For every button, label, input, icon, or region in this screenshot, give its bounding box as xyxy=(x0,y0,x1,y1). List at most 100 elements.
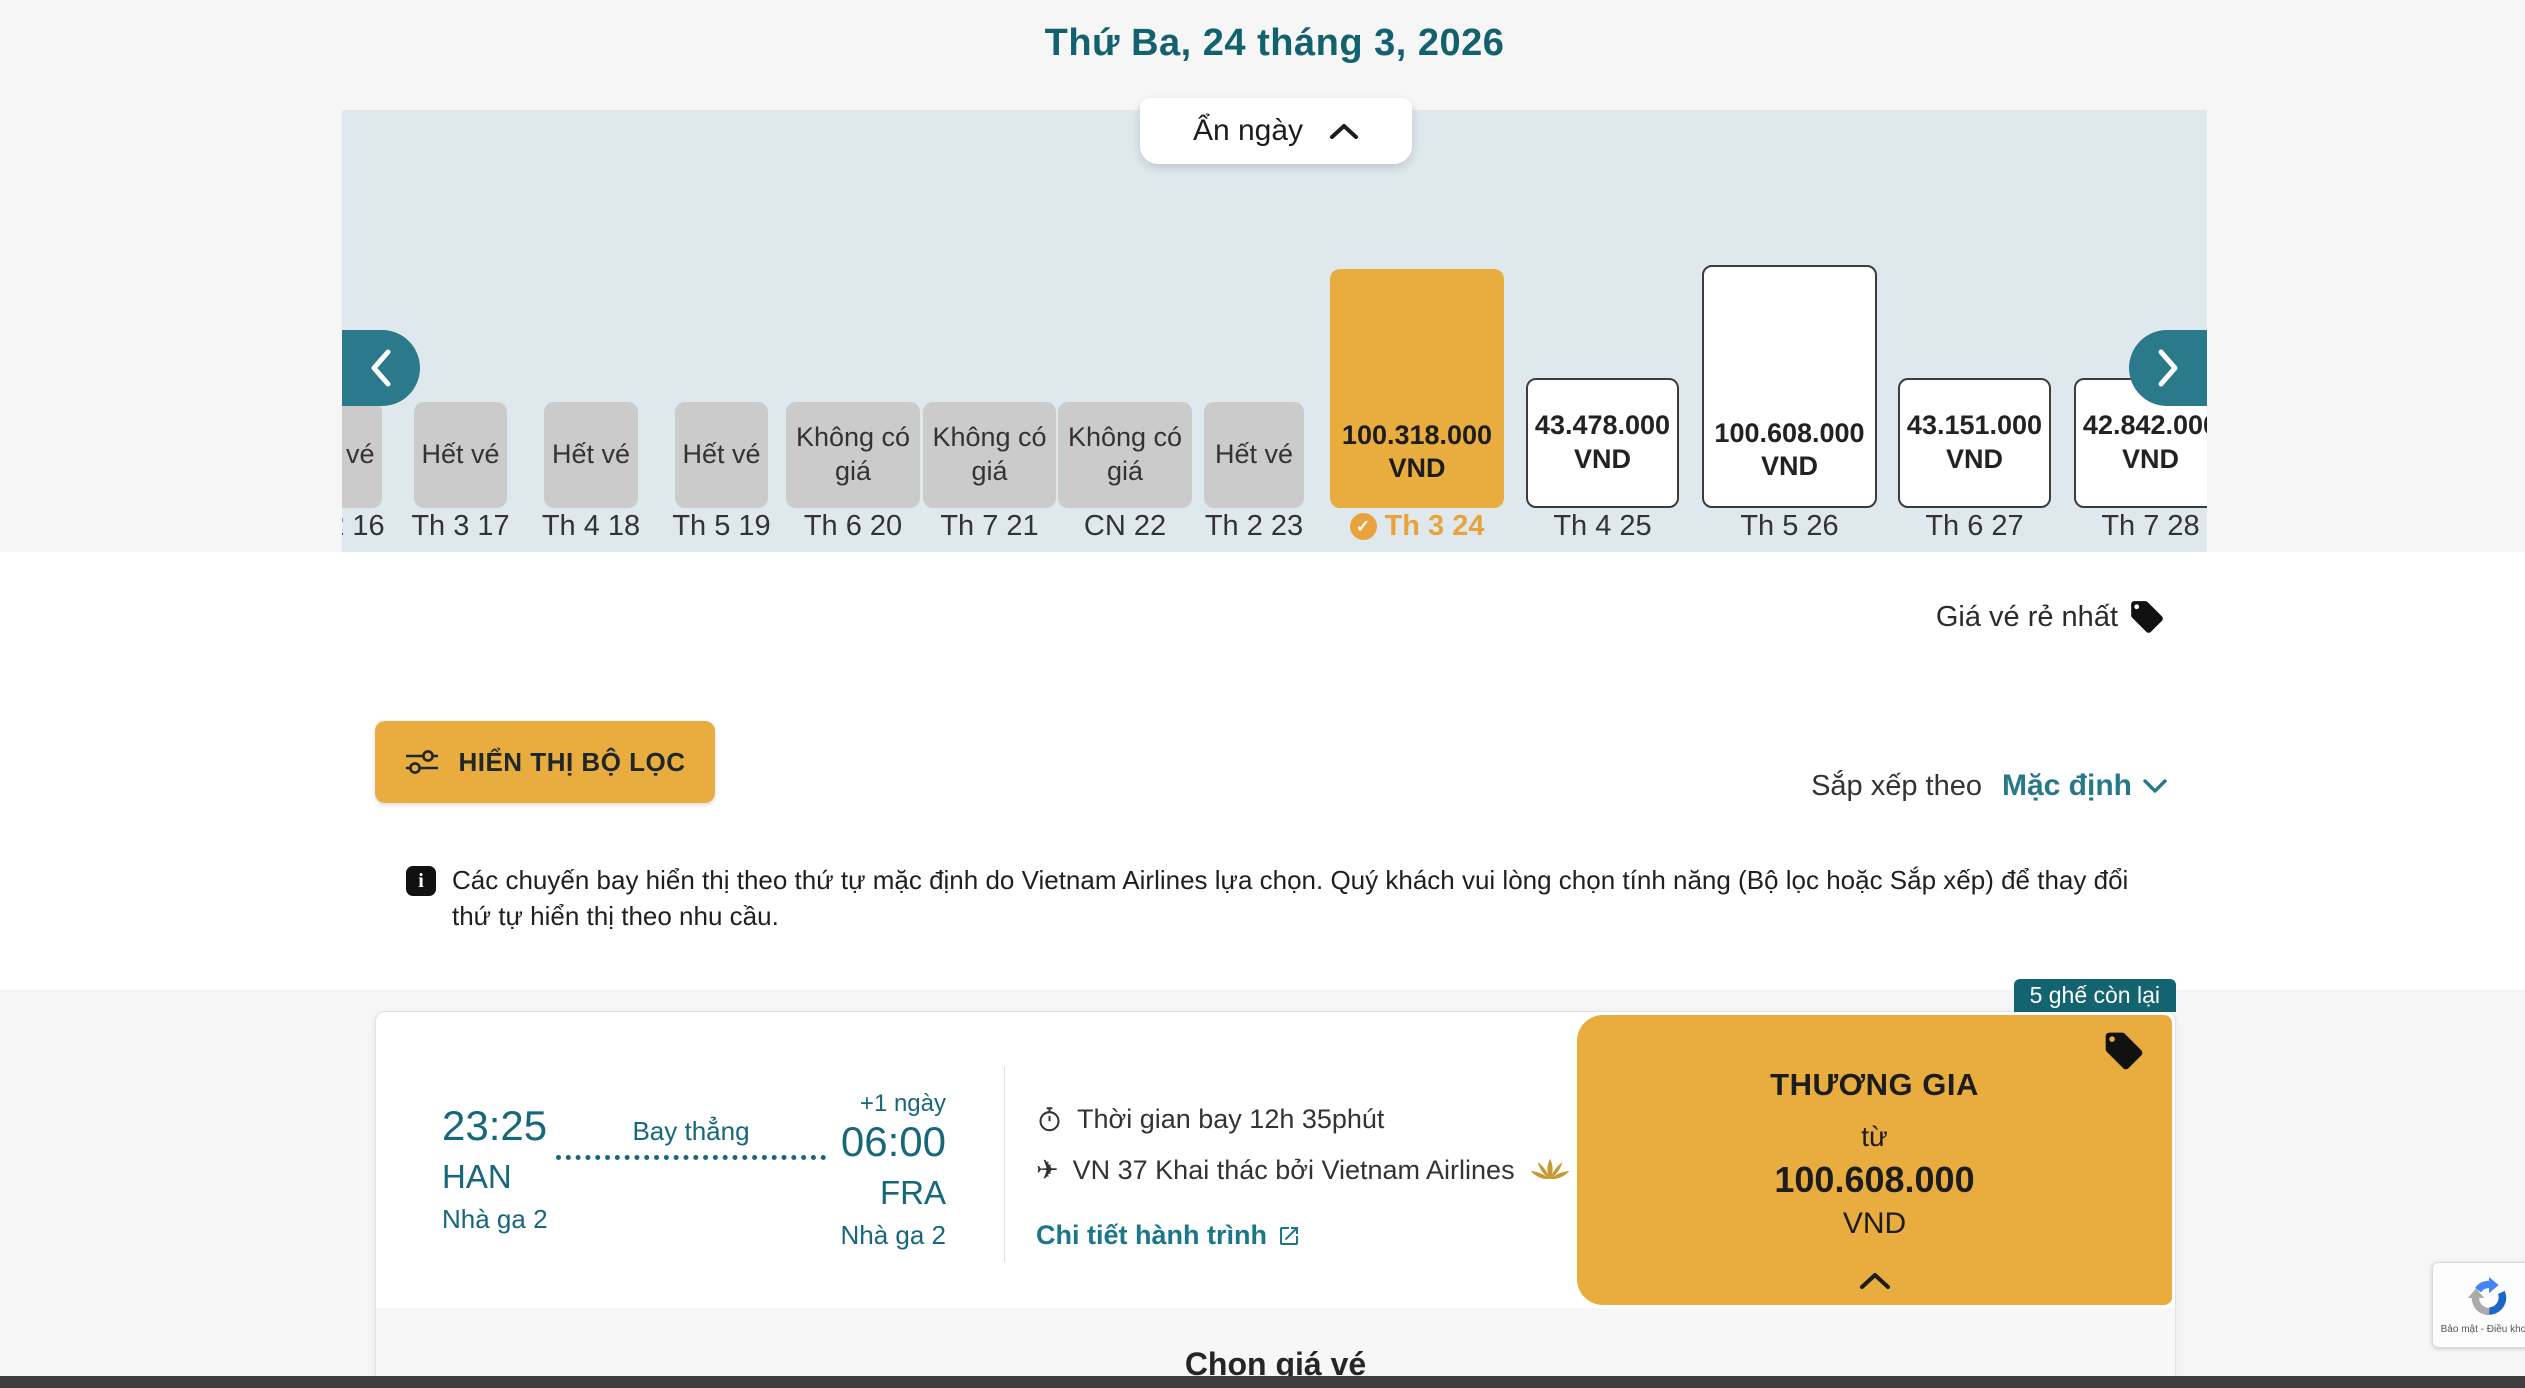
bottom-bar xyxy=(0,1376,2525,1388)
day-card-slot: Hết vé Th 5 19 xyxy=(672,110,771,552)
show-filters-button[interactable]: HIỂN THỊ BỘ LỌC xyxy=(375,721,715,803)
day-card[interactable]: Hết vé xyxy=(544,402,638,508)
day-card-label: Không có giá xyxy=(1067,422,1183,486)
fare-panel-business[interactable]: THƯƠNG GIA từ 100.608.000 VND xyxy=(1577,1015,2172,1305)
departure-time: 23:25 xyxy=(442,1102,548,1149)
route-block: Bay thẳng xyxy=(556,1116,826,1160)
chevron-right-icon xyxy=(2158,349,2178,387)
date-price-carousel: Hết vé Th 2 16 Hết vé Th 3 17 Hết vé Th … xyxy=(342,110,2207,552)
itinerary-details-label: Chi tiết hành trình xyxy=(1036,1220,1267,1250)
page-title: Thứ Ba, 24 tháng 3, 2026 xyxy=(1044,22,1505,64)
day-card-date: Th 7 21 xyxy=(940,510,1039,542)
day-card[interactable]: Hết vé xyxy=(675,402,768,508)
day-card-slot: Không có giá Th 6 20 xyxy=(786,110,920,552)
sort-value-label: Mặc định xyxy=(2001,769,2132,802)
day-card-label: Không có giá xyxy=(795,422,911,486)
plane-icon: ✈ xyxy=(1036,1155,1059,1185)
arrival-block: +1 ngày 06:00 FRA Nhà ga 2 xyxy=(816,1090,946,1251)
day-card[interactable]: 100.608.000 VND xyxy=(1702,265,1877,508)
day-card[interactable]: 43.151.000 VND xyxy=(1898,378,2051,508)
fare-price: 100.608.000 xyxy=(1774,1159,1975,1200)
carousel-next-button[interactable] xyxy=(2129,330,2207,406)
info-icon: i xyxy=(406,866,436,896)
day-card-label: 100.608.000 VND xyxy=(1714,417,1865,482)
carousel-prev-button[interactable] xyxy=(342,330,420,406)
day-card-date-selected: ✓ Th 3 24 xyxy=(1330,510,1504,543)
day-card-label: 100.318.000 VND xyxy=(1341,419,1493,484)
cheapest-fare-legend: Giá vé rẻ nhất xyxy=(1936,598,2166,636)
external-link-icon xyxy=(1279,1226,1298,1245)
day-card-date: Th 4 18 xyxy=(541,510,641,542)
recaptcha-badge[interactable]: Bảo mật - Điều khoản xyxy=(2432,1262,2525,1348)
chevron-up-icon xyxy=(1330,124,1359,139)
day-card-slot: 100.608.000 VND Th 5 26 xyxy=(1702,110,1877,552)
day-card-label: Không có giá xyxy=(932,422,1047,486)
day-card-date: CN 22 xyxy=(1083,510,1167,542)
day-card-label: Hết vé xyxy=(421,439,500,470)
stopwatch-icon xyxy=(1039,1107,1060,1132)
day-card[interactable]: Không có giá xyxy=(1058,402,1192,508)
vertical-divider xyxy=(1004,1067,1005,1262)
filter-sliders-icon xyxy=(406,750,439,774)
day-card-slot: Hết vé Th 4 18 xyxy=(541,110,641,552)
sort-by-label: Sắp xếp theo xyxy=(1811,769,1982,802)
day-card-slot: 43.151.000 VND Th 6 27 xyxy=(1898,110,2051,552)
stops-label: Bay thẳng xyxy=(632,1116,750,1146)
day-card-date: Th 2 23 xyxy=(1204,510,1304,542)
chevron-down-icon xyxy=(2143,779,2167,793)
flight-number-text: VN 37 Khai thác bởi Vietnam Airlines xyxy=(1072,1155,1515,1185)
day-card-label: Hết vé xyxy=(1214,439,1294,470)
day-card[interactable]: Không có giá xyxy=(923,402,1056,508)
day-card-slot: Hết vé Th 2 23 xyxy=(1204,110,1304,552)
day-card-date: Th 7 28 xyxy=(2101,510,2200,542)
day-card-label: Hết vé xyxy=(551,439,631,470)
departure-airport: HAN xyxy=(442,1158,512,1196)
sort-value-dropdown[interactable]: Mặc định xyxy=(1996,768,2174,804)
day-card-slot: 43.478.000 VND Th 4 25 xyxy=(1526,110,1679,552)
fare-from-label: từ xyxy=(1861,1121,1888,1152)
itinerary-details-link[interactable]: Chi tiết hành trình xyxy=(1036,1220,1301,1251)
day-card-date: Th 5 19 xyxy=(672,510,771,542)
seats-remaining-badge: 5 ghế còn lại xyxy=(2013,979,2176,1012)
fare-selection-section: Chọn giá vé xyxy=(376,1308,2175,1388)
day-card-label: 43.151.000 VND xyxy=(1906,410,2043,474)
day-card-slot: Hết vé Th 3 17 xyxy=(411,110,510,552)
sort-row: Sắp xếp theo Mặc định xyxy=(1811,768,2174,804)
recaptcha-icon xyxy=(2467,1276,2507,1316)
duration-text: Thời gian bay 12h 35phút xyxy=(1077,1104,1385,1134)
day-card-date: Th 6 20 xyxy=(803,510,903,542)
check-icon: ✓ xyxy=(1349,513,1377,540)
hide-dates-button[interactable]: Ẩn ngày xyxy=(1140,98,1412,164)
route-dotted-line xyxy=(556,1155,826,1160)
day-card[interactable]: Không có giá xyxy=(786,402,920,508)
day-card[interactable]: Hết vé xyxy=(342,402,382,508)
arrival-time: 06:00 xyxy=(840,1118,946,1165)
day-card[interactable]: Hết vé xyxy=(1204,402,1304,508)
duration-row: Thời gian bay 12h 35phút xyxy=(1036,1104,1571,1135)
show-filters-label: HIỂN THỊ BỘ LỌC xyxy=(458,746,686,777)
recaptcha-label: Bảo mật - Điều khoản xyxy=(2440,1324,2525,1335)
arrival-airport: FRA xyxy=(880,1174,946,1212)
fare-currency: VND xyxy=(1842,1207,1907,1240)
cheapest-fare-label: Giá vé rẻ nhất xyxy=(1935,600,2118,633)
day-card[interactable]: Hết vé xyxy=(414,402,507,508)
day-card-slot: Không có giá CN 22 xyxy=(1058,110,1192,552)
day-card-label: 42.842.000 VND xyxy=(2082,410,2207,474)
day-card-selected[interactable]: 100.318.000 VND xyxy=(1330,269,1504,508)
day-card-date: Th 3 17 xyxy=(411,510,510,542)
default-order-notice: i Các chuyến bay hiển thị theo thứ tự mặ… xyxy=(406,862,2146,935)
notice-text: Các chuyến bay hiển thị theo thứ tự mặc … xyxy=(452,865,2129,932)
tag-icon xyxy=(2105,1032,2143,1070)
arrival-terminal: Nhà ga 2 xyxy=(840,1220,946,1251)
lotus-icon xyxy=(1530,1158,1569,1179)
day-card-date: Th 6 27 xyxy=(1925,510,2024,542)
flight-number-row: ✈ VN 37 Khai thác bởi Vietnam Airlines xyxy=(1036,1155,1571,1186)
day-card-slot: Không có giá Th 7 21 xyxy=(923,110,1056,552)
day-card-slot: Hết vé Th 2 16 xyxy=(342,110,385,552)
day-card[interactable]: 43.478.000 VND xyxy=(1526,378,1679,508)
day-card-date: Th 2 16 xyxy=(342,510,385,542)
flight-result-card: 5 ghế còn lại 23:25 HAN Nhà ga 2 Bay thẳ… xyxy=(375,979,2176,1388)
day-card-label: Hết vé xyxy=(342,439,375,470)
collapse-fare-button[interactable] xyxy=(1852,1270,1898,1295)
